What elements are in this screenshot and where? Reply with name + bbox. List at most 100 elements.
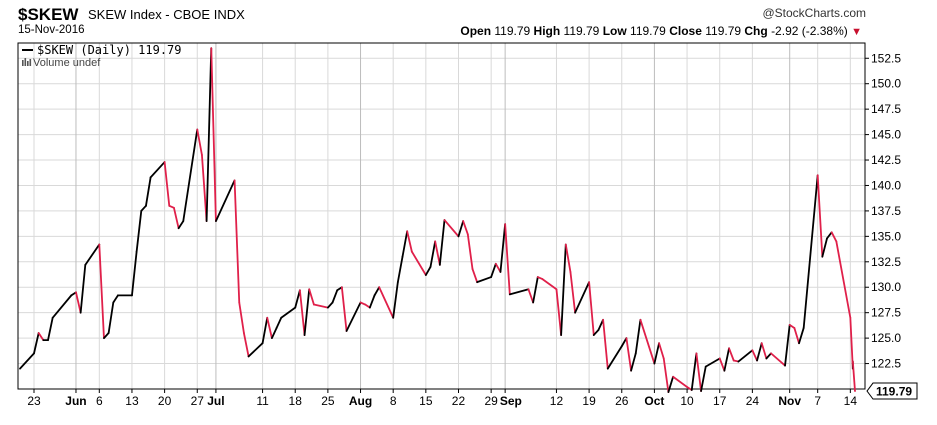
series-segment-up [396,255,404,284]
plot-frame [17,42,866,390]
series-segment-up [275,316,283,329]
series-segment-down [233,179,241,304]
x-tick-label: Nov [778,394,801,408]
series-segment-up [723,347,730,372]
series-segment-down [770,352,786,367]
x-tick-label: 10 [680,394,694,408]
last-value-label: 119.79 [876,385,912,399]
series-segment-up [103,332,110,340]
series-segment-down [639,318,656,365]
series-segment-down [238,301,245,334]
series-segment-up [51,294,73,319]
series-segment-up [429,240,437,268]
series-segment-up [620,337,628,348]
series-segment-down [163,161,171,207]
x-tick-label: Sep [500,394,522,408]
series-segment-down [569,271,577,314]
series-segment-down [494,262,502,273]
series-segment-down [564,243,572,273]
open-value: 119.79 [494,24,531,38]
x-tick-label: 27 [191,394,205,408]
series-segment-down [830,231,838,243]
x-tick-label: 15 [419,394,433,408]
series-segment-down [340,286,348,332]
series-segment-up [270,327,278,340]
series-segment-up [574,281,591,314]
y-tick-label: 145.0 [871,128,901,142]
series-segment-down [312,303,329,309]
x-tick-label: 8 [390,394,397,408]
y-tick-label: 140.0 [871,178,901,192]
x-tick-label: 24 [746,394,760,408]
x-tick-label: 6 [96,394,103,408]
series-segment-up [149,161,166,179]
series-segment-up [47,316,54,342]
x-axis: 23 Jun 6 13 20 27 Jul 11 18 25 Aug 8 15 22 29 Sep 12 19 26… [27,389,857,408]
series-segment-down [434,240,441,266]
last-value-marker: 119.79 [866,382,918,400]
series-segment-up [438,219,446,266]
series-segment-down [793,327,800,345]
high-label: High [533,24,561,38]
series-segment-down [201,154,208,222]
series-segment-up [737,349,754,363]
series-segment-down [173,206,180,230]
series-segment-up [145,176,152,207]
series-segment-up [84,243,101,266]
high-value: 119.79 [563,24,600,38]
series-segment-down [462,220,469,236]
series-segment-up [630,352,637,372]
x-tick-label: 29 [484,394,498,408]
series-segment-up [457,220,465,238]
y-axis: 122.5 125.0 127.5 130.0 132.5 135.0 137.5 140.0… [865,51,901,371]
series-segment-up [215,179,236,222]
chg-label: Chg [744,24,768,38]
series-segment-up [294,289,301,309]
y-tick-label: 152.5 [871,51,901,65]
y-tick-label: 130.0 [871,280,901,294]
series-segment-up [261,316,269,345]
series-segment-down [466,233,474,270]
series-segment-up [424,265,432,276]
series-segment-up [667,375,674,393]
series-segment-up [373,286,381,297]
series-segment-up [303,288,311,336]
x-tick-label: 12 [550,394,564,408]
series-segment-down [555,288,563,336]
series-segment-down [75,291,82,314]
y-tick-label: 137.5 [871,204,901,218]
series-segment-down [527,288,535,304]
series-segment-down [816,174,824,258]
series-segment-up [401,230,409,258]
series-segment-up [606,345,623,370]
series-segment-up [280,306,297,319]
stockcharts-logo: @StockCharts.com [762,6,866,20]
series-segment-up [592,329,600,336]
skew-series [19,47,856,393]
series-segment-up [597,318,605,331]
series-segment-up [107,301,115,334]
x-tick-label: 13 [125,394,139,408]
series-segment-up [79,263,87,314]
series-segment-up [821,237,828,258]
y-tick-label: 150.0 [871,77,901,91]
series-segment-up [135,210,143,253]
series-segment-down [835,240,852,319]
y-tick-label: 147.5 [871,102,901,116]
series-segment-down [625,337,632,372]
down-arrow-icon: ▼ [851,26,862,38]
legend-series-label: $SKEW (Daily) 119.79 [37,43,182,57]
x-tick-label: Jun [65,394,86,408]
series-segment-up [756,342,763,362]
series-segment-down [658,342,665,360]
series-segment-up [326,301,334,309]
series-segment-up [33,332,40,355]
x-tick-label: 14 [844,394,858,408]
series-segment-up [392,281,399,319]
y-tick-label: 132.5 [871,255,901,269]
x-tick-label: 7 [814,394,821,408]
series-segment-down [298,289,306,336]
series-segment-down [37,332,45,342]
series-segment-down [504,223,511,296]
series-segment-up [560,243,567,336]
